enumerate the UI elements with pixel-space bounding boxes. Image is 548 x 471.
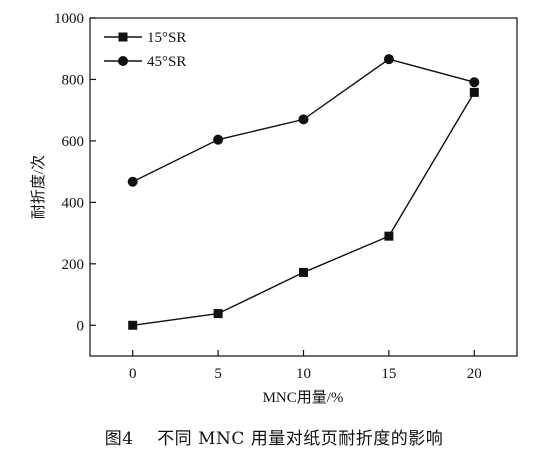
legend-marker: [118, 56, 128, 66]
y-tick-label: 400: [62, 195, 85, 211]
data-point: [384, 231, 394, 241]
x-axis-ticks: 0 5 10 15 20: [129, 350, 482, 382]
legend-marker: [118, 32, 128, 42]
chart: 0 200 400 600 800 1000 0 5 10 15 20 15°SR 45°SR MN…: [30, 11, 518, 406]
legend: 15°SR 45°SR: [104, 30, 186, 70]
line-chart: 0 200 400 600 800 1000 0 5 10 15 20 15°SR 45°SR MN…: [30, 11, 518, 406]
x-tick-label: 20: [467, 366, 482, 382]
y-tick-label: 0: [77, 318, 85, 334]
data-point: [383, 54, 394, 65]
legend-label: 15°SR: [147, 30, 186, 46]
legend-item: 45°SR: [104, 54, 186, 70]
data-point: [469, 87, 479, 97]
data-point: [128, 320, 138, 330]
series-1: [128, 87, 479, 330]
y-tick-label: 800: [62, 72, 85, 88]
x-axis-label: MNC用量/%: [263, 390, 344, 406]
figure-title: 不同 MNC 用量对纸页耐折度的影响: [157, 429, 444, 449]
x-tick-label: 5: [214, 366, 222, 382]
data-point: [213, 309, 223, 319]
figure-caption: 图4 不同 MNC 用量对纸页耐折度的影响: [0, 424, 548, 449]
y-tick-label: 600: [62, 134, 85, 150]
legend-label: 45°SR: [147, 54, 186, 70]
data-point: [299, 267, 308, 277]
data-point: [213, 134, 224, 145]
data-point: [469, 77, 480, 88]
y-axis-ticks: 0 200 400 600 800 1000: [54, 11, 96, 334]
y-tick-label: 200: [62, 257, 85, 273]
x-tick-label: 0: [129, 366, 137, 382]
series-line: [132, 92, 475, 326]
y-tick-label: 1000: [54, 11, 84, 27]
x-tick-label: 15: [381, 366, 396, 382]
legend-item: 15°SR: [104, 30, 186, 46]
x-tick-label: 10: [296, 366, 311, 382]
series-2: [127, 54, 480, 187]
y-axis-label: 耐折度/次: [30, 155, 47, 219]
figure-number: 图4: [104, 429, 134, 449]
data-point: [127, 176, 138, 187]
series-layer: [127, 54, 480, 330]
data-point: [298, 114, 309, 125]
